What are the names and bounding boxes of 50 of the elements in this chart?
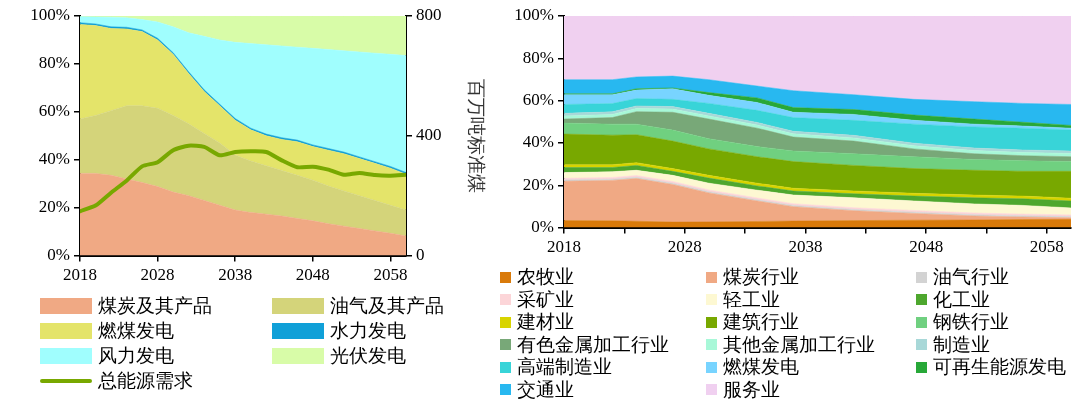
legend-label: 水力发电 — [330, 319, 406, 343]
x-tick-label: 2038 — [788, 237, 823, 257]
legend-label: 交通业 — [517, 378, 574, 401]
x-tick-label: 2038 — [218, 265, 253, 285]
y-tick-label: 60% — [522, 90, 554, 110]
legend-label: 总能源需求 — [98, 369, 193, 393]
legend-label: 制造业 — [933, 333, 990, 356]
legend-label: 高端制造业 — [517, 356, 612, 379]
legend-label: 风力发电 — [98, 344, 174, 368]
legend-label: 煤炭及其产品 — [98, 294, 212, 318]
legend-label: 服务业 — [723, 378, 780, 401]
legend-label: 燃煤发电 — [723, 356, 799, 379]
legend-label: 钢铁行业 — [933, 311, 1009, 334]
y2-tick-label: 0 — [416, 245, 425, 265]
y-tick-label: 80% — [38, 53, 70, 73]
legend-label: 其他金属加工行业 — [723, 333, 875, 356]
y2-tick-label: 400 — [416, 125, 442, 145]
legend-label: 可再生能源发电 — [933, 356, 1066, 379]
legend-label: 建筑行业 — [723, 311, 799, 334]
y2-axis-title: 百万吨标准煤 — [465, 78, 487, 193]
legend-label: 有色金属加工行业 — [517, 333, 669, 356]
y-tick-label: 20% — [38, 197, 70, 217]
legend-label: 煤炭行业 — [723, 266, 799, 289]
legend-label: 采矿业 — [517, 288, 574, 311]
x-tick-label: 2018 — [63, 265, 97, 285]
y-tick-label: 40% — [522, 132, 554, 152]
x-tick-label: 2048 — [909, 237, 944, 257]
x-tick-label: 2028 — [140, 265, 175, 285]
x-tick-label: 2058 — [1029, 237, 1064, 257]
y-tick-label: 100% — [30, 5, 70, 25]
y2-tick-label: 800 — [416, 5, 442, 25]
x-tick-label: 2048 — [295, 265, 330, 285]
y-tick-label: 40% — [38, 149, 70, 169]
y-tick-label: 0% — [531, 217, 554, 237]
y-tick-label: 0% — [47, 245, 70, 265]
x-tick-label: 2018 — [547, 237, 581, 257]
y-tick-label: 60% — [38, 101, 70, 121]
legend-label: 轻工业 — [723, 288, 780, 311]
legend-label: 光伏发电 — [330, 344, 406, 368]
x-tick-label: 2058 — [373, 265, 408, 285]
legend-label: 燃煤发电 — [98, 319, 174, 343]
legend-label: 油气行业 — [933, 266, 1009, 289]
y-tick-label: 100% — [514, 5, 554, 25]
x-tick-label: 2028 — [667, 237, 702, 257]
y-tick-label: 20% — [522, 174, 554, 194]
y-tick-label: 80% — [522, 47, 554, 67]
legend-label: 油气及其产品 — [330, 294, 444, 318]
legend-label: 农牧业 — [517, 266, 574, 289]
legend-label: 化工业 — [933, 288, 990, 311]
legend-label: 建材业 — [517, 311, 574, 334]
